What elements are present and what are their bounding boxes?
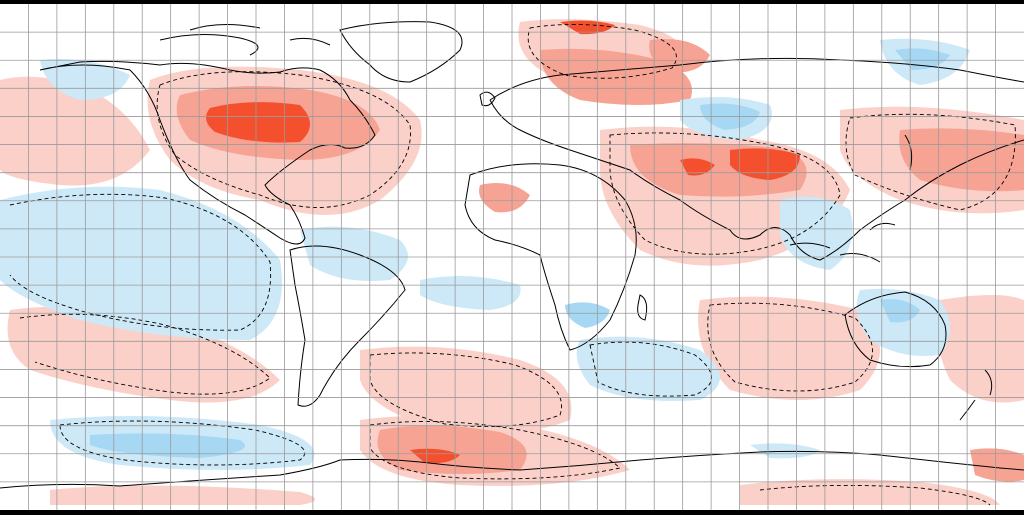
coast-north-america	[39, 60, 376, 245]
contour-arctic-eu	[527, 23, 677, 79]
warm-tasman	[970, 448, 1024, 482]
weak-cool-antarctic	[750, 443, 820, 459]
weak-warm-n-pacific	[0, 76, 150, 186]
weak-warm-s-atlantic	[360, 346, 572, 434]
contour-s-pacific	[19, 313, 271, 395]
contour-trop-pacific	[9, 193, 272, 331]
weak-cool-trop-pacific	[0, 186, 282, 340]
cool-africa	[565, 302, 610, 328]
coast-australia	[844, 291, 947, 368]
strong-warm-scand	[560, 20, 615, 35]
weak-warm-s-pacific	[7, 306, 280, 403]
coast-madagascar	[637, 294, 648, 321]
coast-antarctica	[0, 450, 1024, 489]
contour-n-america	[156, 71, 411, 208]
weak-warm-regions	[0, 19, 1024, 505]
coast-arctic-islands	[159, 23, 331, 56]
weak-warm-sw-pacific	[936, 295, 1024, 403]
contour-e-asia	[845, 113, 1016, 211]
warm-siberia	[649, 39, 710, 73]
weak-warm-indian	[698, 296, 880, 400]
strong-warm-hudson	[206, 102, 310, 143]
coast-eurasia	[489, 57, 1024, 261]
weak-cool-e-pac	[420, 276, 521, 310]
coast-greenland	[339, 21, 463, 83]
weak-cool-australia	[856, 288, 950, 356]
graticule	[0, 4, 1024, 510]
anomaly-contours	[9, 23, 1016, 506]
strong-warm-regions	[206, 20, 800, 464]
coast-uk	[479, 91, 496, 107]
frame-top	[0, 0, 1024, 4]
weak-cool-s-indian	[576, 336, 720, 401]
weak-cool-trop-atl	[300, 226, 408, 281]
weak-warm-antarctic	[740, 479, 1000, 505]
strong-warm-iran	[680, 158, 715, 176]
contour-eurasia	[609, 132, 841, 255]
anomaly-shading	[0, 19, 1024, 505]
strong-warm-weddell	[410, 448, 460, 464]
contour-s-indian	[589, 341, 712, 397]
warm-sahara	[479, 182, 530, 213]
weak-warm-antarctic-w	[50, 485, 315, 505]
contour-s-atlantic	[369, 352, 562, 427]
strong-warm-tibet	[730, 148, 800, 180]
coast-japan	[904, 134, 913, 171]
frame-bottom	[0, 510, 1024, 515]
cool-s-pacific-band	[90, 433, 245, 458]
coast-new-zealand	[959, 369, 993, 421]
contour-antarctic-e	[759, 484, 991, 506]
warm-nw-pacific	[899, 128, 1024, 192]
contour-pac-s-band	[59, 420, 306, 466]
coast-indonesia	[789, 222, 896, 263]
